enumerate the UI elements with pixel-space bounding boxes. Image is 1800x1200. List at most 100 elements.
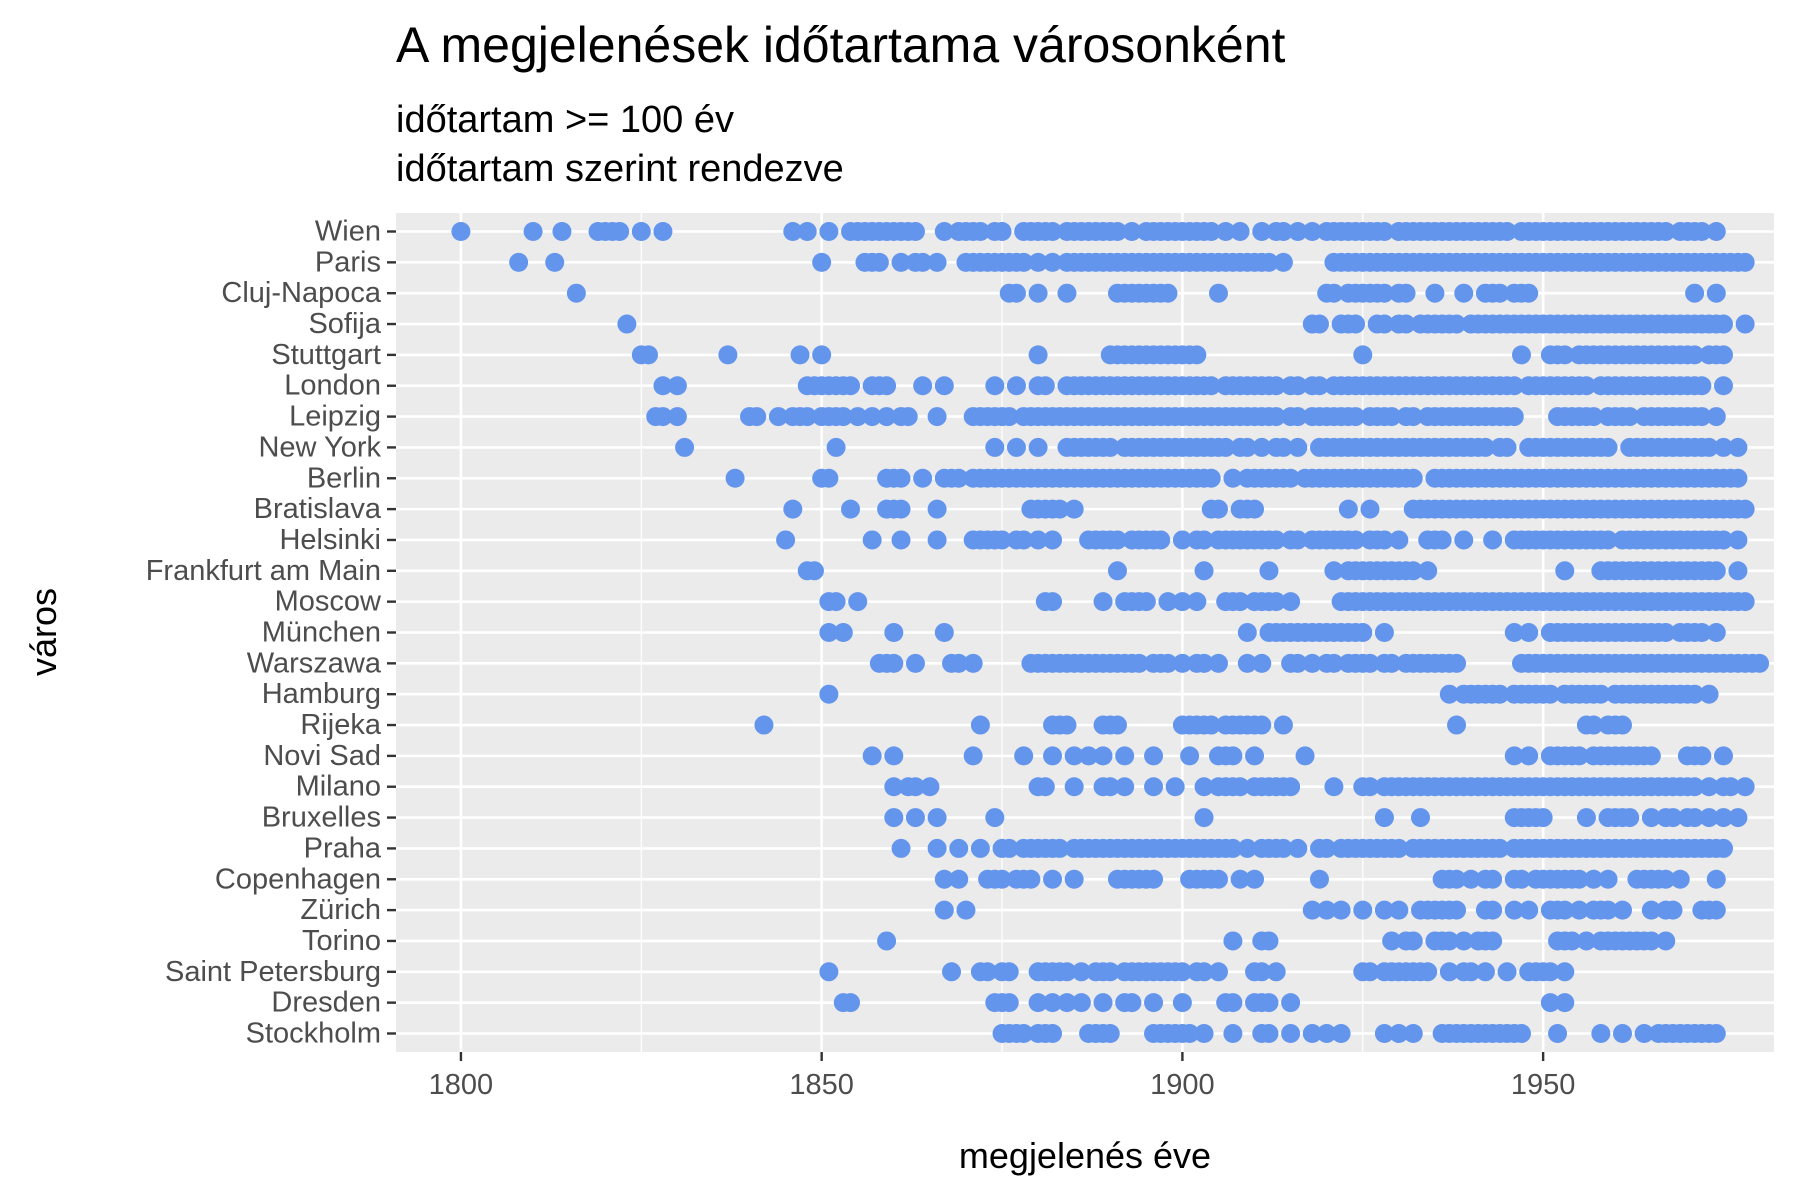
data-point (1201, 222, 1221, 242)
data-point (927, 530, 947, 550)
data-point (1324, 561, 1344, 581)
data-point (1584, 407, 1604, 427)
data-point (1403, 561, 1423, 581)
data-point (1504, 746, 1524, 766)
data-point (934, 623, 954, 642)
data-point (1389, 530, 1409, 550)
data-point (639, 345, 659, 365)
data-point (927, 838, 947, 858)
data-point (1043, 222, 1063, 242)
data-point (1374, 222, 1394, 242)
x-axis-title: megjelenés éve (959, 1135, 1211, 1176)
data-point (1699, 808, 1719, 828)
data-point (869, 252, 889, 272)
y-tick-label: Milano (296, 771, 381, 803)
data-point (1281, 592, 1301, 612)
data-point (1100, 777, 1120, 797)
data-point (985, 376, 1005, 396)
y-tick-label: Berlin (307, 462, 381, 494)
data-point (1713, 314, 1733, 334)
data-point (718, 345, 738, 365)
data-point (1382, 653, 1402, 673)
series-berlin (725, 468, 1748, 488)
data-point (891, 499, 911, 519)
data-point (970, 838, 990, 858)
data-point (1144, 777, 1164, 797)
data-point (1418, 561, 1438, 581)
data-point (1014, 252, 1034, 272)
data-point (1208, 653, 1228, 673)
data-point (1461, 962, 1481, 982)
data-point (1324, 653, 1344, 673)
data-point (1273, 252, 1293, 272)
data-point (1223, 838, 1243, 858)
data-point (1050, 838, 1070, 858)
data-point (1057, 993, 1077, 1013)
data-point (1079, 746, 1099, 766)
data-point (1706, 222, 1726, 242)
data-point (1136, 592, 1156, 612)
data-point (1447, 653, 1467, 673)
data-point (1706, 283, 1726, 303)
series-stockholm (992, 1023, 1726, 1043)
series-hamburg (819, 684, 1719, 704)
series-rijeka (754, 715, 1632, 735)
data-point (934, 222, 954, 242)
data-point (1324, 283, 1344, 303)
data-point (1454, 530, 1474, 550)
data-point (1346, 407, 1366, 427)
data-point (1497, 222, 1517, 242)
data-point (1223, 1023, 1243, 1043)
data-point (1187, 345, 1207, 365)
data-point (1439, 931, 1459, 951)
data-point (1374, 314, 1394, 334)
series-helsinki (776, 530, 1748, 550)
data-point (747, 407, 767, 427)
data-point (963, 746, 983, 766)
data-point (1692, 746, 1712, 766)
data-point (1699, 437, 1719, 457)
data-point (1360, 499, 1380, 519)
data-point (970, 715, 990, 735)
data-point (1223, 931, 1243, 951)
data-point (1107, 530, 1127, 550)
data-point (1713, 376, 1733, 396)
data-point (877, 931, 897, 951)
data-point (1497, 962, 1517, 982)
data-point (1245, 869, 1265, 889)
data-point (1591, 1023, 1611, 1043)
data-point (1317, 900, 1337, 920)
data-point (509, 252, 529, 272)
data-point (1158, 592, 1178, 612)
data-point (1713, 838, 1733, 858)
data-point (1122, 993, 1142, 1013)
data-point (1555, 900, 1575, 920)
data-point (1245, 746, 1265, 766)
data-point (1252, 222, 1272, 242)
series-moscow (819, 592, 1755, 612)
data-point (1483, 869, 1503, 889)
data-point (523, 222, 543, 242)
data-point (1223, 993, 1243, 1013)
y-tick-label: Leipzig (289, 401, 381, 433)
series-bruxelles (884, 808, 1748, 828)
data-point (1338, 499, 1358, 519)
y-tick-label: Stockholm (246, 1017, 381, 1049)
data-point (848, 407, 868, 427)
data-point (1447, 900, 1467, 920)
data-point (1685, 777, 1705, 797)
data-point (978, 962, 998, 982)
data-point (1519, 746, 1539, 766)
data-point (1043, 746, 1063, 766)
data-point (1735, 777, 1755, 797)
y-tick-label: Torino (302, 925, 381, 957)
data-point (1641, 900, 1661, 920)
data-point (905, 808, 925, 828)
data-point (1006, 437, 1026, 457)
data-point (1663, 808, 1683, 828)
data-point (1043, 993, 1063, 1013)
series-z-rich (934, 900, 1726, 920)
data-point (1043, 1023, 1063, 1043)
data-point (1295, 746, 1315, 766)
data-point (1014, 530, 1034, 550)
